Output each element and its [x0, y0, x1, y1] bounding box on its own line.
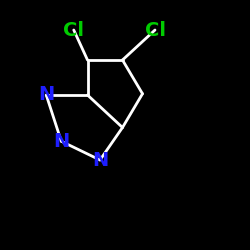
Text: N: N — [92, 150, 108, 170]
Text: N: N — [53, 132, 70, 151]
Text: Cl: Cl — [63, 20, 84, 40]
Text: N: N — [38, 86, 54, 104]
Text: Cl: Cl — [144, 20, 166, 40]
